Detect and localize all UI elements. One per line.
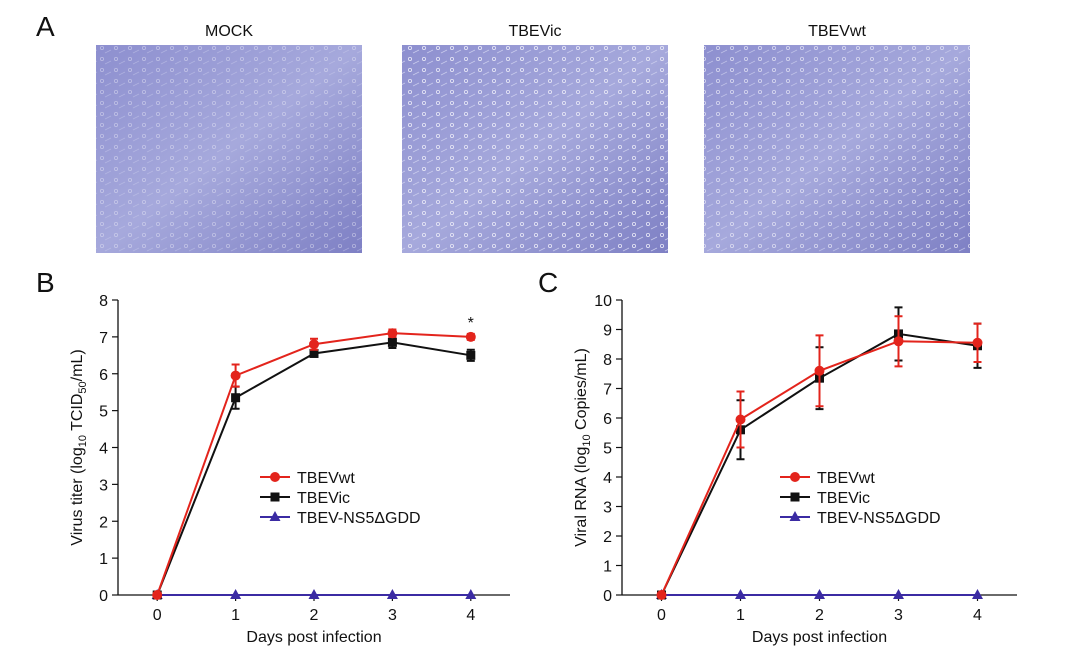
marker [387, 328, 398, 339]
y-tick-label: 6 [99, 367, 108, 384]
y-axis-label-part: TCID [69, 394, 86, 435]
y-tick-label: 4 [99, 441, 108, 458]
image-title: MOCK [205, 23, 253, 40]
legend-label: TBEVwt [297, 470, 355, 487]
marker [972, 589, 983, 599]
series [151, 589, 477, 599]
series-line [156, 332, 471, 596]
y-tick-label: 8 [603, 352, 612, 369]
marker [152, 590, 163, 600]
y-axis-label-part: Copies/mL) [573, 348, 590, 434]
y-tick-label: 2 [603, 529, 612, 546]
marker [972, 337, 983, 348]
marker [735, 414, 746, 425]
marker [893, 336, 904, 347]
y-tick-label: 5 [99, 404, 108, 421]
legend-marker [790, 492, 800, 502]
y-tick-label: 1 [603, 559, 612, 576]
y-axis-label: Virus titer (log10 TCID50/mL) [69, 349, 89, 545]
legend-label: TBEVwt [817, 470, 875, 487]
y-axis-label-part: 10 [77, 435, 89, 447]
x-tick-label: 0 [657, 607, 666, 624]
marker [308, 589, 320, 599]
image-title: TBEVic [508, 23, 561, 40]
legend-label: TBEVic [817, 490, 870, 507]
marker [465, 331, 476, 342]
y-axis-label-part: /mL) [69, 349, 86, 381]
legend-marker [790, 472, 800, 482]
marker [230, 589, 242, 599]
marker [466, 350, 476, 360]
x-tick-label: 0 [153, 607, 162, 624]
marker [387, 337, 397, 347]
y-tick-label: 5 [603, 441, 612, 458]
panel-label: C [538, 267, 558, 298]
x-tick-label: 1 [231, 607, 240, 624]
marker [814, 365, 825, 376]
series [656, 589, 983, 599]
y-tick-label: 10 [594, 293, 612, 310]
y-tick-label: 9 [603, 323, 612, 340]
x-tick-label: 2 [310, 607, 319, 624]
legend-marker [270, 492, 280, 502]
y-tick-label: 3 [603, 500, 612, 517]
y-tick-label: 1 [99, 551, 108, 568]
marker [231, 393, 241, 403]
panel-label: B [36, 267, 55, 298]
y-axis-label-part: Virus titer (log [69, 447, 86, 545]
micrograph [704, 45, 970, 253]
marker [465, 589, 477, 599]
y-axis-label-part: Viral RNA (log [573, 447, 590, 547]
panel-label: A [36, 11, 55, 42]
y-tick-label: 6 [603, 411, 612, 428]
series [152, 328, 476, 600]
legend-marker [269, 511, 281, 521]
annotation: * [468, 315, 474, 332]
series [656, 315, 983, 600]
micrograph [402, 45, 668, 253]
y-tick-label: 8 [99, 293, 108, 310]
legend-marker [789, 511, 801, 521]
marker [386, 589, 398, 599]
marker [814, 589, 825, 599]
marker [309, 339, 319, 350]
x-tick-label: 3 [894, 607, 903, 624]
y-tick-label: 7 [603, 382, 612, 399]
x-tick-label: 1 [736, 607, 745, 624]
x-tick-label: 4 [973, 607, 982, 624]
y-tick-label: 4 [603, 470, 612, 487]
y-axis-label-part: 10 [581, 434, 593, 446]
series-line [156, 341, 471, 596]
y-tick-label: 0 [603, 588, 612, 605]
marker [735, 589, 746, 599]
marker [230, 370, 241, 381]
legend-label: TBEVic [297, 490, 350, 507]
y-axis-label-part: 50 [77, 381, 89, 393]
legend-label: TBEV-NS5ΔGDD [297, 510, 421, 527]
x-tick-label: 3 [388, 607, 397, 624]
x-axis-label: Days post infection [752, 629, 887, 646]
y-axis-label: Viral RNA (log10 Copies/mL) [573, 348, 593, 547]
legend-label: TBEV-NS5ΔGDD [817, 510, 941, 527]
marker [893, 589, 904, 599]
x-tick-label: 2 [815, 607, 824, 624]
series [152, 335, 476, 600]
marker [309, 348, 319, 358]
micrograph [96, 45, 362, 253]
y-tick-label: 2 [99, 514, 108, 531]
y-tick-label: 7 [99, 330, 108, 347]
x-tick-label: 4 [466, 607, 475, 624]
x-axis-label: Days post infection [246, 629, 381, 646]
y-tick-label: 3 [99, 477, 108, 494]
y-tick-label: 0 [99, 588, 108, 605]
legend-marker [270, 472, 280, 482]
image-title: TBEVwt [808, 23, 866, 40]
marker [656, 590, 667, 600]
